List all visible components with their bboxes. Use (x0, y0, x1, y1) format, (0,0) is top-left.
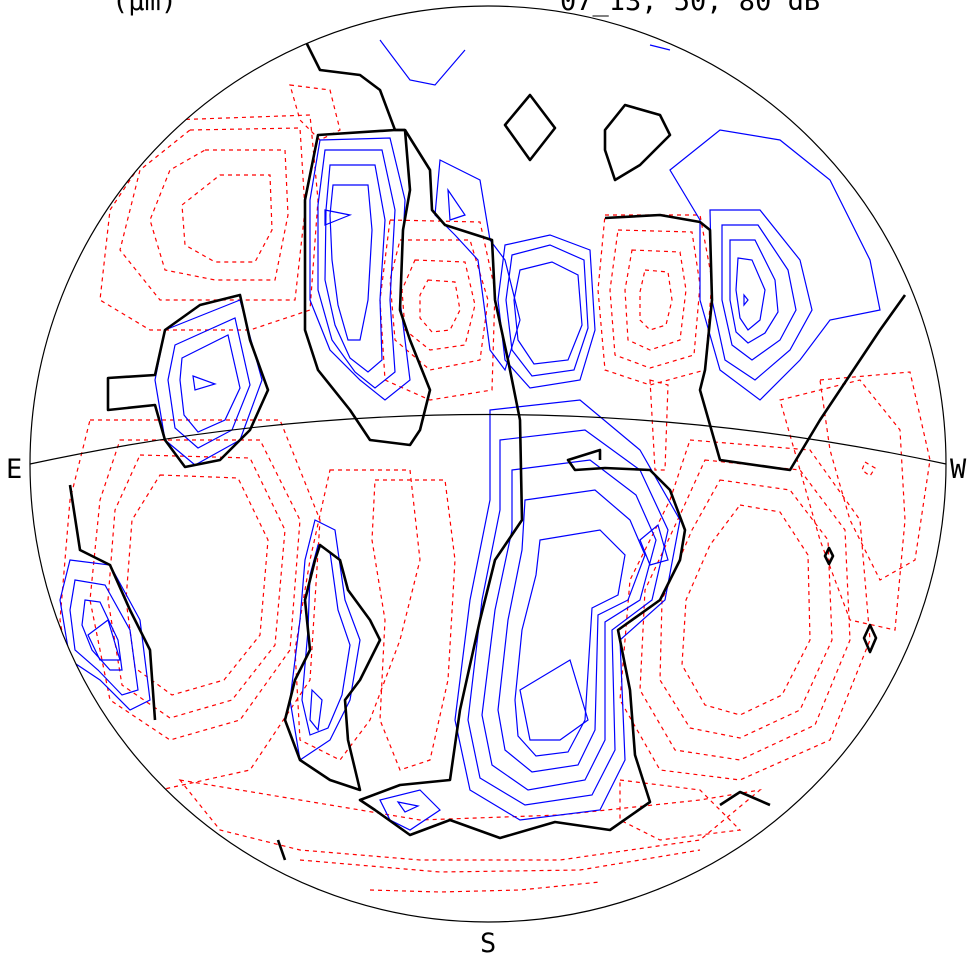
neg-contour-ne-2 (149, 149, 289, 281)
compass-west-label: W (950, 454, 967, 485)
neg-contour-sw-3 (125, 474, 269, 696)
neg-contour-sw-2 (107, 454, 286, 719)
pos-contour-sw-4 (87, 619, 121, 661)
pos-contour-n-3 (379, 39, 466, 86)
neg-contour-s-3 (369, 881, 601, 893)
neg-contour-ne-3 (181, 174, 273, 263)
pos-contour-s-5 (514, 529, 626, 757)
neg-contour-sw-1 (89, 439, 301, 741)
neg-contour-w-5 (819, 371, 931, 581)
contour-layer (59, 39, 931, 893)
pos-contour-ne-3 (721, 224, 797, 361)
pos-contour-sc-1 (289, 519, 361, 762)
pos-contour-s-4 (497, 489, 646, 773)
zero-contour-small-diamond-1 (823, 546, 835, 566)
focal-sphere-outline (29, 5, 947, 923)
neg-contour-w-3 (659, 479, 833, 739)
pos-contour-ne-2 (709, 209, 813, 381)
pos-contour-c-2 (505, 244, 589, 377)
zero-contour-hook-se (719, 790, 771, 807)
pos-contour-s-6 (519, 659, 589, 741)
zero-contour-ne (604, 213, 907, 472)
pos-contour-sc-4 (379, 789, 441, 831)
neg-contour-n-5 (649, 379, 669, 471)
pos-contour-n-2 (447, 187, 466, 221)
neg-contour-n-2 (609, 229, 701, 369)
neg-contour-c-2 (401, 259, 476, 351)
pos-contour-s-3 (481, 459, 657, 791)
neg-contour-s-2 (299, 849, 701, 873)
zero-contour-dash-sw (276, 839, 287, 861)
pos-contour-nw-3 (324, 164, 386, 373)
pos-contour-e-3 (179, 334, 241, 433)
header-right-text: 07_13, 50, 80 dB (560, 0, 820, 17)
neg-contour-c-1 (389, 239, 489, 371)
equator-arc (29, 413, 947, 465)
zero-contour-e (106, 293, 270, 469)
pos-contour-sc-5 (396, 801, 420, 813)
pos-contour-e-4 (192, 375, 217, 391)
neg-contour-ne-5 (289, 84, 341, 141)
neg-contour-n-1 (597, 214, 713, 386)
pos-contour-c-3 (513, 261, 583, 365)
neg-contour-sc-2 (371, 479, 456, 771)
zero-contour-nw (303, 128, 432, 447)
pos-contour-ne-4 (729, 239, 779, 344)
compass-south-label: S (480, 928, 496, 959)
neg-contour-w-7 (861, 461, 876, 477)
pos-contour-e-2 (167, 317, 251, 449)
pos-contour-sw-2 (69, 579, 139, 696)
neg-contour-n-4 (639, 269, 673, 331)
zero-contour-diamond-1 (503, 93, 557, 162)
zero-contour-sc (283, 543, 382, 792)
pos-contour-n-4 (649, 44, 671, 51)
pos-contour-ne-5 (735, 257, 766, 331)
neg-contour-sc-1 (294, 469, 421, 761)
negative-contours (59, 84, 931, 893)
pos-contour-s-2 (467, 429, 669, 806)
compass-east-label: E (6, 454, 22, 485)
pos-contour-s-7 (639, 523, 669, 566)
pos-contour-nw-4 (329, 184, 373, 341)
header-left-text: (μm) (112, 0, 177, 17)
zero-contours (68, 39, 907, 861)
positive-contours (59, 39, 881, 831)
neg-contour-sw-4 (59, 419, 321, 791)
pos-contour-sw-1 (59, 559, 151, 711)
zero-contour-loop-2 (603, 103, 672, 182)
pos-contour-n-1 (434, 159, 521, 372)
pos-contour-sw-3 (81, 599, 123, 671)
pos-contour-nw-1 (309, 137, 411, 401)
neg-contour-w-2 (639, 459, 851, 761)
neg-contour-w-6 (779, 379, 906, 631)
neg-contour-s-1 (178, 779, 763, 861)
neg-contour-c-4 (379, 219, 496, 401)
pos-contour-ne-1 (669, 129, 881, 401)
neg-contour-ne-4 (99, 114, 319, 331)
neg-contour-s-4 (619, 779, 742, 841)
neg-contour-w-1 (619, 439, 871, 781)
zero-contour-central (358, 129, 687, 840)
pos-contour-sc-3 (309, 688, 323, 732)
neg-contour-n-3 (624, 249, 687, 351)
pos-contour-nw-5 (324, 209, 353, 226)
neg-contour-w-4 (681, 504, 811, 716)
zero-contour-small-diamond-2 (862, 623, 878, 654)
zero-contour-sw (68, 484, 157, 721)
pos-contour-nw-2 (317, 149, 396, 389)
pos-contour-ne-6 (743, 293, 749, 307)
neg-contour-ne-1 (119, 127, 306, 301)
pos-contour-s-1 (454, 399, 681, 821)
pos-contour-sc-2 (301, 544, 351, 736)
neg-contour-c-3 (419, 279, 461, 333)
